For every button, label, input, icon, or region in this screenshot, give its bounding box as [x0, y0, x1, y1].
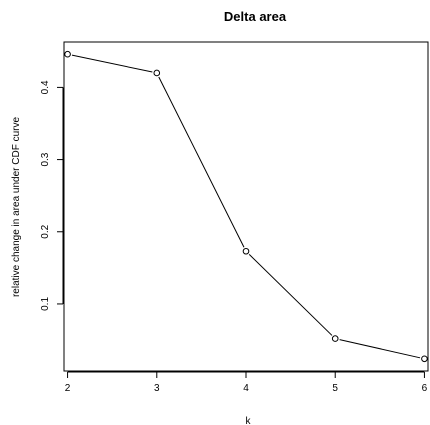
plot-frame — [63, 41, 429, 372]
x-tick-label: 3 — [154, 383, 160, 394]
y-tick-label: 0.1 — [40, 297, 51, 311]
data-point — [331, 335, 339, 342]
y-tick-label: 0.4 — [40, 80, 51, 94]
data-point — [153, 69, 161, 77]
x-tick-label: 2 — [65, 383, 71, 394]
x-axis-label: k — [246, 416, 252, 425]
data-point — [421, 355, 428, 363]
x-tick-label: 5 — [332, 383, 338, 394]
y-axis: 0.1 0.2 0.3 0.4 — [40, 80, 64, 311]
data-point — [64, 50, 71, 58]
y-tick-label: 0.3 — [40, 152, 51, 166]
series-line-segment — [248, 254, 333, 336]
series-line-segment — [71, 54, 153, 73]
y-tick-label: 0.2 — [40, 224, 51, 238]
x-tick-label: 6 — [422, 383, 428, 394]
y-axis-label: relative change in area under CDF curve — [11, 117, 22, 298]
series-line-segment — [158, 76, 245, 248]
x-axis: 2 3 4 5 6 — [65, 371, 428, 394]
chart-title: Delta area — [224, 9, 287, 24]
x-tick-label: 4 — [243, 383, 249, 394]
series-layer — [64, 50, 428, 363]
data-point — [242, 247, 250, 255]
series-line-segment — [339, 339, 421, 359]
